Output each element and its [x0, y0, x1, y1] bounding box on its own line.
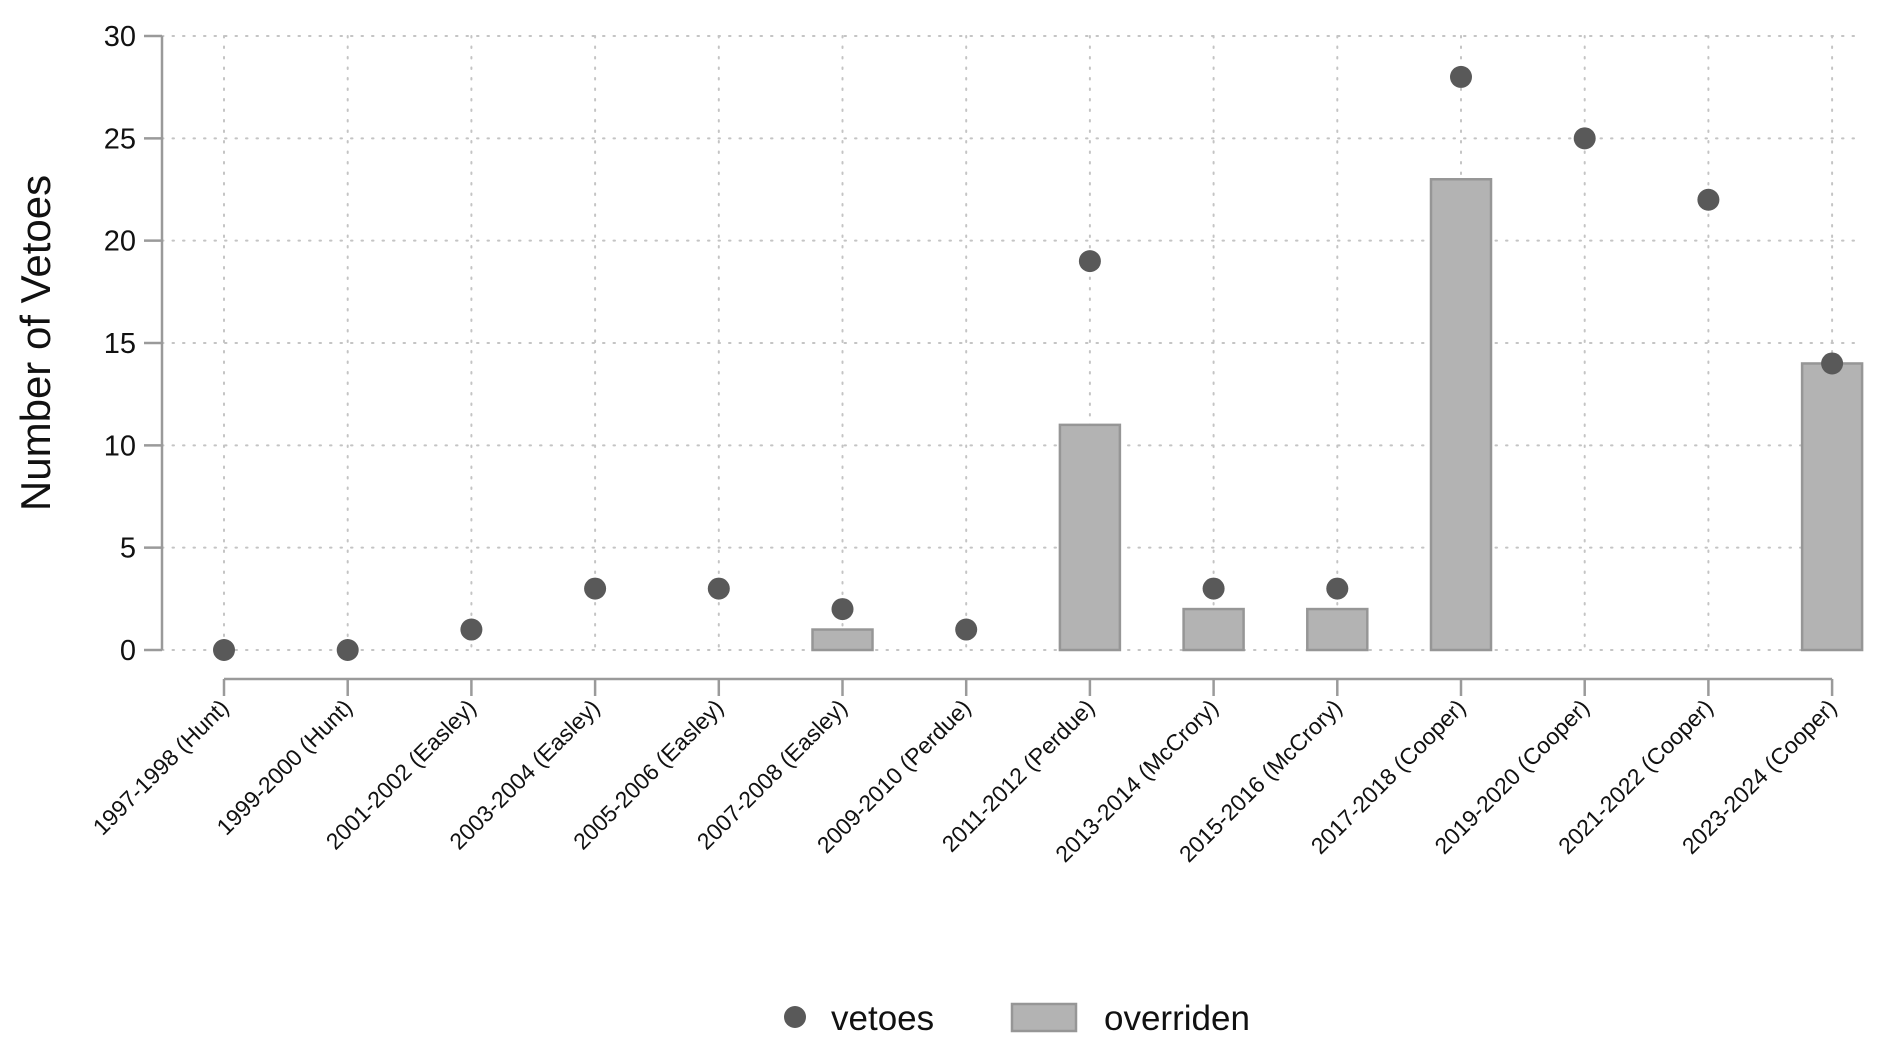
x-tick-label: 1999-2000 (Hunt) [211, 694, 357, 840]
y-tick-label: 20 [104, 226, 136, 258]
y-tick-label: 10 [104, 430, 136, 462]
point-vetoes [1202, 577, 1225, 600]
point-vetoes [707, 577, 730, 600]
bar-overriden [1182, 607, 1245, 652]
y-tick-label: 15 [104, 328, 136, 360]
y-tick-label: 25 [104, 123, 136, 155]
point-vetoes [1078, 250, 1101, 273]
point-vetoes [1697, 188, 1720, 211]
legend-label-overriden: overriden [1104, 999, 1250, 1038]
bar-overriden [1058, 423, 1122, 652]
point-vetoes [584, 577, 607, 600]
y-axis-title: Number of Vetoes [12, 175, 59, 511]
legend: vetoes overriden [784, 999, 1250, 1038]
point-vetoes [1326, 577, 1349, 600]
point-vetoes [955, 618, 978, 641]
x-tick-label: 1997-1998 (Hunt) [88, 694, 234, 840]
point-vetoes [213, 639, 235, 661]
points [213, 65, 1844, 661]
legend-swatch-overriden [1010, 1002, 1078, 1033]
y-tick-label: 30 [104, 21, 136, 53]
point-vetoes [1573, 127, 1596, 150]
bar-overriden [1429, 178, 1493, 652]
point-vetoes [460, 618, 483, 641]
bar-overriden [1800, 362, 1864, 652]
point-vetoes [831, 598, 854, 621]
point-vetoes [1450, 65, 1472, 88]
bars [811, 178, 1864, 652]
y-tick-label: 5 [120, 533, 136, 565]
grid [161, 35, 1861, 653]
bar-overriden [1306, 607, 1369, 652]
x-axis: 1997-1998 (Hunt)1999-2000 (Hunt)2001-200… [88, 677, 1842, 867]
legend-label-vetoes: vetoes [831, 999, 934, 1038]
y-tick-label: 0 [120, 635, 136, 667]
point-vetoes [1821, 352, 1844, 375]
bar-overriden [811, 628, 874, 652]
legend-swatch-vetoes [784, 1006, 806, 1028]
point-vetoes [336, 639, 359, 661]
y-axis: 0 5 10 15 20 25 30 [104, 21, 164, 667]
